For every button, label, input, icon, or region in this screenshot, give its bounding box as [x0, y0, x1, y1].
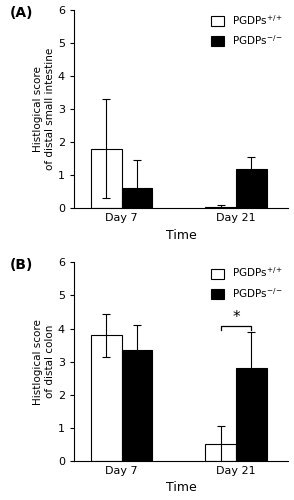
Bar: [122, 188, 152, 208]
Bar: [206, 206, 236, 208]
Legend: PGDPs$^{+/+}$, PGDPs$^{-/-}$: PGDPs$^{+/+}$, PGDPs$^{-/-}$: [209, 11, 285, 49]
Y-axis label: Histlogical score
of distal small intestine: Histlogical score of distal small intest…: [34, 48, 55, 170]
Bar: [91, 335, 122, 461]
Bar: [122, 350, 152, 461]
Legend: PGDPs$^{+/+}$, PGDPs$^{-/-}$: PGDPs$^{+/+}$, PGDPs$^{-/-}$: [209, 264, 285, 302]
Text: (B): (B): [9, 258, 33, 272]
Text: (A): (A): [9, 6, 33, 20]
Bar: [236, 368, 267, 461]
X-axis label: Time: Time: [166, 228, 197, 241]
Text: *: *: [232, 310, 240, 324]
Bar: [91, 148, 122, 208]
Bar: [236, 168, 267, 208]
Bar: [206, 444, 236, 461]
X-axis label: Time: Time: [166, 482, 197, 494]
Y-axis label: Histlogical score
of distal colon: Histlogical score of distal colon: [34, 318, 55, 404]
